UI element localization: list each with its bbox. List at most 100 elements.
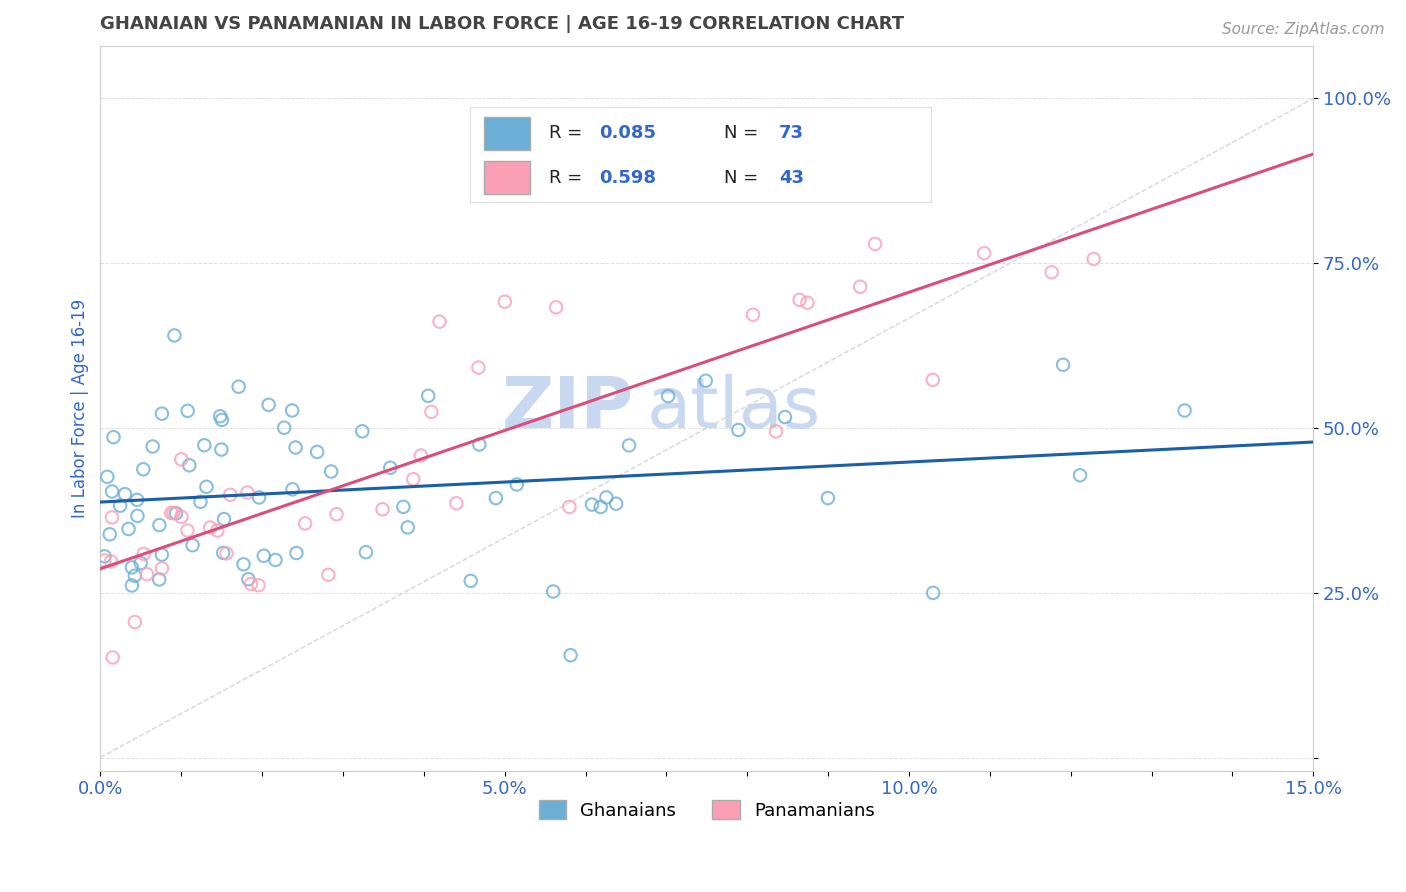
- Point: [247, 578, 270, 592]
- Point: [98, 527, 121, 541]
- Point: [193, 438, 215, 452]
- Point: [657, 389, 679, 403]
- Point: [281, 403, 304, 417]
- Point: [467, 360, 489, 375]
- Point: [396, 520, 419, 534]
- Point: [294, 516, 316, 531]
- Point: [460, 574, 482, 588]
- Point: [546, 300, 568, 314]
- Point: [179, 458, 201, 473]
- Point: [281, 483, 304, 497]
- Point: [200, 520, 222, 534]
- Point: [318, 567, 340, 582]
- Point: [352, 424, 374, 438]
- Point: [371, 502, 394, 516]
- Point: [1069, 468, 1091, 483]
- Point: [273, 421, 295, 435]
- Point: [207, 524, 229, 538]
- Point: [1174, 403, 1197, 417]
- Point: [485, 491, 508, 505]
- Point: [121, 578, 143, 592]
- Point: [215, 546, 238, 560]
- Point: [560, 648, 582, 663]
- Point: [796, 295, 818, 310]
- Point: [124, 568, 146, 582]
- Point: [589, 500, 612, 514]
- Point: [773, 410, 796, 425]
- Point: [238, 572, 260, 586]
- Point: [150, 407, 173, 421]
- Point: [789, 293, 811, 307]
- Point: [922, 586, 945, 600]
- Point: [190, 495, 212, 509]
- Point: [727, 423, 749, 437]
- Point: [170, 452, 193, 467]
- Point: [849, 279, 872, 293]
- Point: [150, 561, 173, 575]
- Point: [863, 236, 886, 251]
- Point: [418, 389, 440, 403]
- Point: [181, 538, 204, 552]
- Point: [103, 430, 125, 444]
- Point: [209, 442, 232, 457]
- Point: [494, 294, 516, 309]
- Point: [114, 487, 136, 501]
- Point: [101, 510, 124, 524]
- Point: [101, 484, 124, 499]
- Point: [228, 379, 250, 393]
- Point: [232, 558, 254, 572]
- Point: [212, 546, 235, 560]
- Point: [742, 308, 765, 322]
- Point: [93, 549, 115, 564]
- Point: [506, 477, 529, 491]
- Point: [93, 553, 115, 567]
- Point: [380, 460, 402, 475]
- Point: [695, 374, 717, 388]
- Point: [148, 518, 170, 533]
- Point: [150, 548, 173, 562]
- Point: [605, 497, 627, 511]
- Point: [1083, 252, 1105, 266]
- Point: [176, 524, 198, 538]
- Point: [132, 462, 155, 476]
- Point: [1040, 265, 1063, 279]
- Point: [354, 545, 377, 559]
- Point: [108, 499, 131, 513]
- Point: [307, 445, 329, 459]
- Point: [765, 425, 787, 439]
- Point: [617, 438, 640, 452]
- Text: Source: ZipAtlas.com: Source: ZipAtlas.com: [1222, 22, 1385, 37]
- Text: GHANAIAN VS PANAMANIAN IN LABOR FORCE | AGE 16-19 CORRELATION CHART: GHANAIAN VS PANAMANIAN IN LABOR FORCE | …: [100, 15, 904, 33]
- Point: [170, 509, 193, 524]
- Point: [219, 488, 242, 502]
- Point: [100, 554, 122, 568]
- Point: [558, 500, 581, 514]
- Point: [257, 398, 280, 412]
- Point: [209, 409, 232, 424]
- Point: [1052, 358, 1074, 372]
- Point: [124, 615, 146, 629]
- Point: [236, 485, 259, 500]
- Point: [117, 522, 139, 536]
- Point: [325, 507, 347, 521]
- Point: [541, 584, 564, 599]
- Point: [132, 547, 155, 561]
- Point: [148, 573, 170, 587]
- Point: [127, 508, 149, 523]
- Point: [160, 506, 183, 520]
- Point: [239, 577, 262, 591]
- Point: [409, 449, 432, 463]
- Text: ZIP: ZIP: [502, 374, 634, 442]
- Point: [101, 650, 124, 665]
- Point: [96, 470, 118, 484]
- Point: [595, 491, 617, 505]
- Point: [392, 500, 415, 514]
- Point: [429, 315, 451, 329]
- Point: [129, 556, 152, 570]
- Point: [264, 553, 287, 567]
- Point: [176, 404, 198, 418]
- Point: [581, 498, 603, 512]
- Point: [195, 480, 218, 494]
- Point: [420, 405, 443, 419]
- Y-axis label: In Labor Force | Age 16-19: In Labor Force | Age 16-19: [72, 299, 89, 517]
